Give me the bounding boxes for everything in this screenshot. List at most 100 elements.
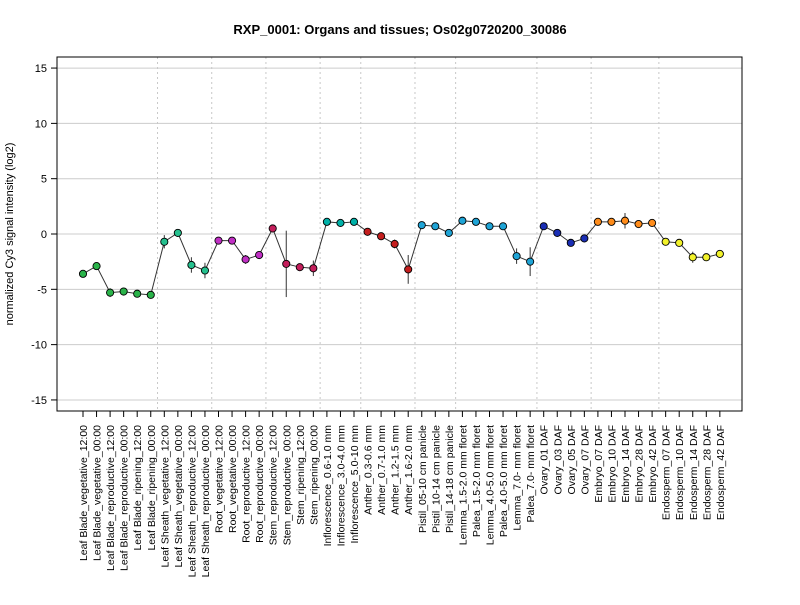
data-point (498, 222, 508, 231)
x-tick-label: Leaf Blade_vegetative_12:00 (78, 425, 90, 561)
x-tick-label: Inflorescence_5.0-10 mm (349, 425, 361, 544)
x-tick-label: Anther_1.2-1.5 mm (390, 425, 402, 515)
data-point (675, 238, 684, 247)
y-tick-label: -5 (37, 284, 47, 296)
data-point (566, 238, 575, 247)
x-tick-label: Leaf Sheath_reproductive_00:00 (200, 425, 212, 578)
x-tick-label: Endosperm_14 DAF (688, 425, 700, 520)
data-point (268, 224, 277, 233)
data-point (92, 262, 101, 271)
data-point (390, 239, 399, 249)
data-point (593, 217, 602, 226)
data-point (661, 237, 670, 246)
data-point (241, 255, 250, 264)
x-tick-label: Ovary_01 DAF (539, 425, 551, 494)
series-layer (78, 212, 724, 299)
data-point (377, 232, 386, 241)
data-point (106, 288, 115, 297)
x-tick-label: Root_vegetative_12:00 (214, 425, 226, 533)
x-tick-label: Palea_7.0- mm floret (525, 425, 537, 523)
x-tick-label: Lemma_7.0- mm floret (512, 425, 524, 531)
data-point (227, 236, 237, 245)
x-tick-label: Anther_1.6-2.0 mm (403, 425, 415, 515)
x-tick-label: Root_reproductive_00:00 (254, 425, 266, 543)
y-tick-label: -15 (31, 395, 47, 407)
x-tick-label: Embryo_28 DAF (634, 425, 646, 503)
x-tick-label: Embryo_42 DAF (647, 425, 659, 503)
x-tick-label: Ovary_03 DAF (552, 425, 564, 494)
data-point (200, 266, 209, 275)
data-point (688, 253, 697, 262)
x-tick-label: Lemma_4.0-5.0 mm floret (485, 425, 497, 545)
data-point (160, 237, 169, 246)
y-tick-label: 0 (41, 229, 47, 241)
x-tick-label: Palea_1.5-2.0 mm floret (471, 425, 483, 537)
x-tick-label: Stem_ripening_12:00 (295, 425, 307, 525)
chart-title: RXP_0001: Organs and tissues; Os02g07202… (233, 22, 566, 37)
data-point (404, 265, 413, 274)
data-point (133, 289, 142, 298)
x-tick-label: Inflorescence_0.6-1.0 mm (322, 425, 334, 547)
x-tick-label: Anther_0.7-1.0 mm (376, 425, 388, 515)
x-tick-label: Leaf Sheath_vegetative_12:00 (159, 425, 171, 568)
y-tick-label: 10 (35, 118, 47, 130)
x-tick-label: Endosperm_28 DAF (701, 425, 713, 520)
x-tick-label: Inflorescence_3.0-4.0 mm (335, 425, 347, 547)
x-tick-label: Stem_reproductive_00:00 (281, 425, 293, 545)
data-point (431, 222, 440, 231)
data-point (417, 221, 426, 230)
x-tick-label: Leaf Blade_reproductive_12:00 (105, 425, 117, 571)
data-point (458, 216, 467, 225)
x-tick-label: Lemma_1.5-2.0 mm floret (457, 425, 469, 545)
x-tick-label: Palea_4.0-5.0 mm floret (498, 425, 510, 537)
x-tick-label: Stem_ripening_00:00 (308, 425, 320, 525)
x-tick-label: Pistil_10-14 cm panicle (430, 425, 442, 533)
y-tick-label: -10 (31, 340, 47, 352)
y-axis-label: normalized Cy3 signal intensity (log2) (4, 143, 16, 326)
data-point (539, 222, 548, 231)
data-point (187, 260, 196, 270)
data-point (119, 287, 128, 296)
x-tick-labels: Leaf Blade_vegetative_12:00 Leaf Blade_ve… (78, 425, 727, 578)
x-tick-label: Endosperm_07 DAF (661, 425, 673, 520)
x-tick-label: Leaf Sheath_reproductive_12:00 (186, 425, 198, 578)
data-point (580, 234, 589, 243)
data-point (146, 290, 155, 299)
y-tick-label: 5 (41, 174, 47, 186)
x-tick-label: Leaf Blade_ripening_12:00 (132, 425, 144, 551)
data-point (173, 228, 182, 237)
grid-layer (57, 57, 742, 411)
x-tick-label: Stem_reproductive_12:00 (268, 425, 280, 545)
data-point (512, 252, 521, 261)
data-point (78, 269, 88, 278)
axes-layer: -15 -10 -5 0 5 10 15 (31, 56, 743, 417)
data-point (620, 216, 630, 225)
data-point (282, 259, 291, 268)
x-tick-label: Embryo_14 DAF (620, 425, 632, 503)
data-point (363, 227, 372, 236)
data-point (553, 228, 562, 237)
x-tick-label: Embryo_10 DAF (606, 425, 618, 503)
x-tick-label: Anther_0.3-0.6 mm (363, 425, 375, 515)
x-tick-label: Leaf Blade_reproductive_00:00 (119, 425, 131, 571)
data-point (322, 217, 331, 226)
x-tick-label: Leaf Blade_ripening_00:00 (146, 425, 158, 551)
x-tick-label: Pistil_14-18 cm panicle (444, 425, 456, 533)
x-tick-label: Embryo_07 DAF (593, 425, 605, 503)
data-point (309, 264, 318, 273)
x-tick-label: Endosperm_10 DAF (674, 425, 686, 520)
data-point (702, 253, 711, 262)
data-point (349, 217, 359, 226)
data-point (634, 219, 643, 229)
data-point (526, 257, 535, 266)
data-point (444, 228, 453, 237)
x-tick-label: Root_reproductive_12:00 (241, 425, 253, 543)
x-tick-label: Endosperm_42 DAF (715, 425, 727, 520)
data-point (336, 218, 345, 227)
data-point (214, 236, 223, 245)
x-tick-label: Root_vegetative_00:00 (227, 425, 239, 533)
data-point (471, 217, 481, 226)
data-point (715, 249, 724, 258)
data-point (607, 217, 616, 226)
data-point (295, 263, 304, 272)
